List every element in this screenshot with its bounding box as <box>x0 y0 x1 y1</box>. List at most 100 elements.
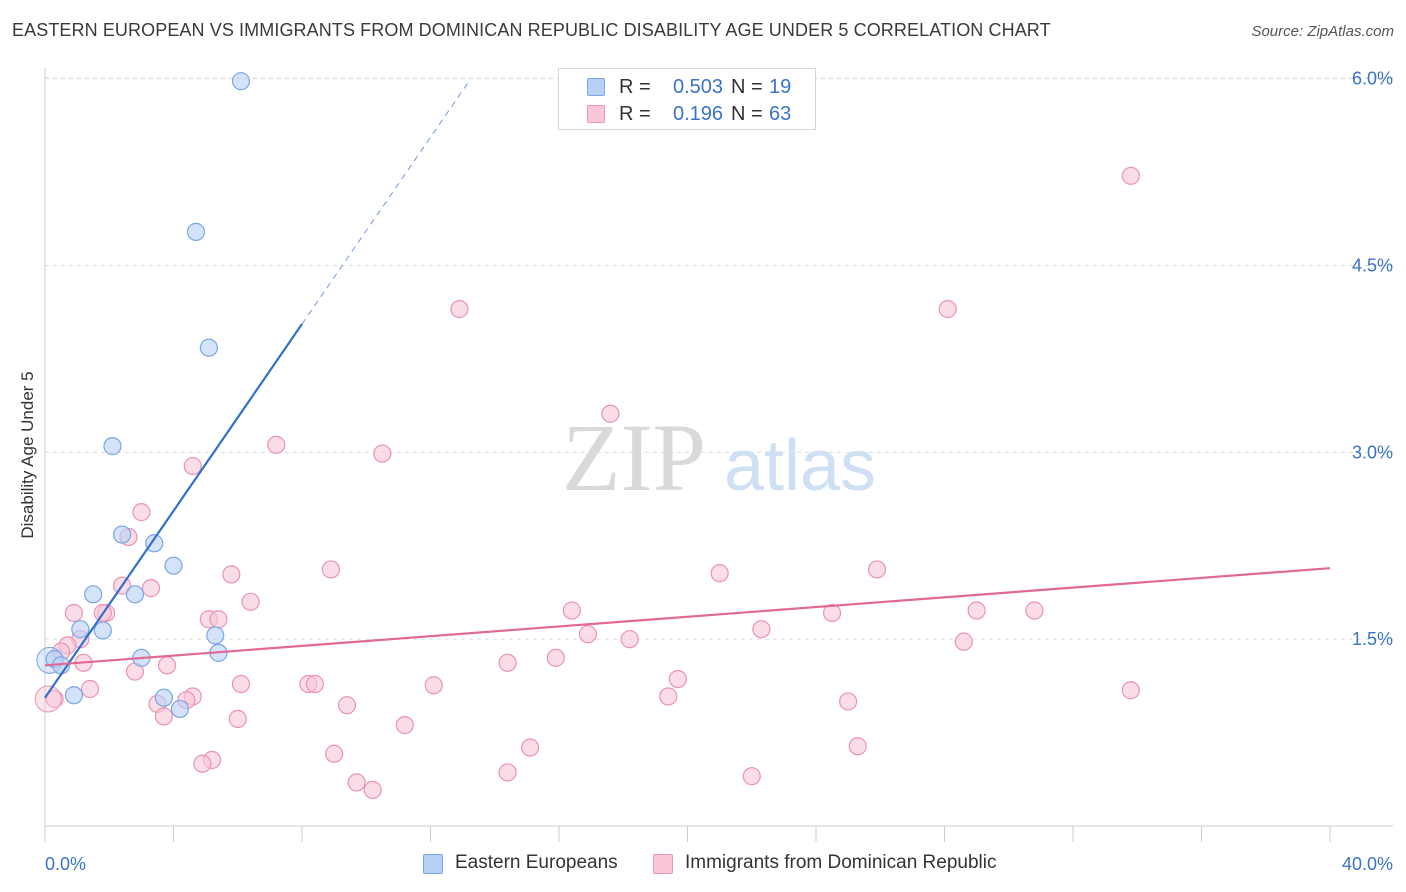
data-point-dominican <box>938 300 957 319</box>
x-tick-label-min: 0.0% <box>45 854 86 874</box>
data-point-eastern-european <box>199 338 218 357</box>
data-point-dominican <box>222 565 241 584</box>
data-point-dominican <box>546 648 565 667</box>
data-point-dominican <box>241 592 260 611</box>
data-point-dominican <box>157 656 177 675</box>
data-point-dominican <box>1121 681 1140 700</box>
data-point-dominican <box>520 738 540 757</box>
data-point-dominican <box>498 653 517 672</box>
data-point-eastern-european <box>231 72 251 91</box>
data-point-dominican <box>80 679 100 699</box>
series-dominican-points <box>34 166 1140 799</box>
legend-swatch-pink <box>587 105 605 123</box>
data-point-eastern-european <box>145 534 164 553</box>
data-point-dominican <box>752 620 771 639</box>
x-tick-label-max: 40.0% <box>1342 854 1393 874</box>
legend-n-value: 19 <box>769 76 792 98</box>
trend-lines <box>44 80 1331 699</box>
data-point-dominican <box>228 709 247 728</box>
data-point-eastern-european <box>206 626 225 645</box>
legend-r-value: 0.503 <box>672 76 724 98</box>
legend-n-label: N = <box>731 103 763 125</box>
y-tick-label: 6.0% <box>1352 69 1393 89</box>
data-point-dominican <box>363 780 382 799</box>
y-tick-label: 3.0% <box>1352 442 1393 462</box>
legend-r-label: R = <box>619 103 651 125</box>
data-point-dominican <box>659 687 678 706</box>
data-point-dominican <box>209 610 228 629</box>
data-point-dominican <box>668 669 687 689</box>
legend-label: Eastern Europeans <box>455 852 618 873</box>
source-label: Source: ZipAtlas.com <box>1251 23 1394 40</box>
legend-r-label: R = <box>619 76 651 98</box>
legend-label: Immigrants from Dominican Republic <box>685 852 997 873</box>
data-point-dominican <box>267 435 286 454</box>
data-point-eastern-european <box>154 688 173 707</box>
data-point-dominican <box>967 601 986 620</box>
data-point-dominican <box>562 601 581 620</box>
tick-labels: 1.5% 3.0% 4.5% 6.0% 0.0% 40.0% <box>45 69 1393 874</box>
data-point-dominican <box>954 632 973 651</box>
data-point-dominican <box>193 754 212 773</box>
data-point-dominican <box>183 456 202 476</box>
trend-line-dominican <box>44 567 1331 667</box>
legend-n-value: 63 <box>769 103 792 125</box>
data-point-eastern-european <box>170 699 190 719</box>
series-legend: Eastern Europeans Immigrants from Domini… <box>0 852 1406 878</box>
data-point-eastern-european <box>84 585 103 604</box>
watermark-atlas: atlas <box>724 426 876 506</box>
data-point-eastern-european <box>186 222 206 241</box>
trend-line-eastern-europeans-extension <box>301 80 470 325</box>
data-point-dominican <box>347 773 366 792</box>
legend-swatch-blue <box>423 854 443 874</box>
data-point-dominican <box>64 603 84 623</box>
data-point-dominican <box>620 630 639 649</box>
data-point-eastern-european <box>71 620 90 639</box>
data-point-dominican <box>132 503 151 522</box>
data-point-dominican <box>34 685 62 713</box>
data-point-dominican <box>305 674 324 694</box>
data-point-dominican <box>742 767 761 786</box>
data-point-dominican <box>601 404 620 423</box>
watermark-zip: ZIP <box>562 404 706 511</box>
trend-line-eastern-europeans <box>44 323 303 699</box>
data-point-dominican <box>822 603 842 623</box>
data-point-dominican <box>45 689 64 709</box>
data-point-dominican <box>710 564 729 583</box>
data-point-dominican <box>1121 166 1140 185</box>
legend-r-value: 0.196 <box>672 103 724 125</box>
data-point-dominican <box>578 625 598 644</box>
data-point-dominican <box>321 560 341 579</box>
watermark: ZIP atlas <box>562 404 876 511</box>
data-point-dominican <box>839 692 858 711</box>
data-point-dominican <box>450 300 469 319</box>
y-axis-title: Disability Age Under 5 <box>18 371 37 539</box>
data-point-dominican <box>1025 601 1044 620</box>
data-point-dominican <box>867 560 887 579</box>
data-point-eastern-european <box>64 686 84 705</box>
data-point-dominican <box>141 579 161 598</box>
data-point-eastern-european <box>103 437 122 456</box>
data-point-dominican <box>498 763 517 782</box>
data-point-dominican <box>231 674 251 694</box>
stats-legend: R = 0.503 N = 19 R = 0.196 N = 63 <box>558 68 816 130</box>
data-point-dominican <box>325 744 344 763</box>
data-point-dominican <box>337 696 357 715</box>
series-eastern-european-points <box>36 72 251 719</box>
data-point-dominican <box>848 737 867 756</box>
y-tick-label: 4.5% <box>1352 256 1393 276</box>
data-point-dominican <box>154 707 173 726</box>
data-point-eastern-european <box>112 525 132 544</box>
y-tick-label: 1.5% <box>1352 629 1393 649</box>
data-point-dominican <box>373 444 392 463</box>
data-point-dominican <box>395 716 414 735</box>
chart-title: EASTERN EUROPEAN VS IMMIGRANTS FROM DOMI… <box>12 20 1051 40</box>
legend-n-label: N = <box>731 76 763 98</box>
legend-swatch-pink <box>653 854 673 874</box>
data-point-eastern-european <box>125 585 145 604</box>
data-point-dominican <box>424 676 443 695</box>
data-point-eastern-european <box>164 556 183 575</box>
gridlines <box>45 77 1393 640</box>
data-point-eastern-european <box>93 621 112 640</box>
